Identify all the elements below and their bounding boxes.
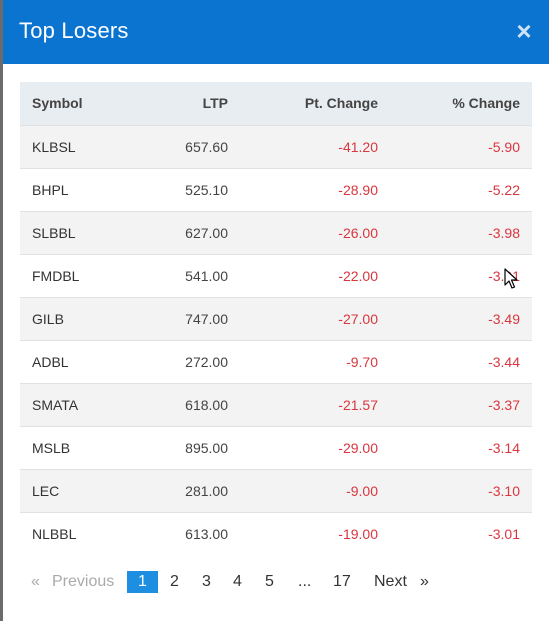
cell-pt-change: -9.70 xyxy=(346,353,378,370)
cell-ltp: 657.60 xyxy=(185,138,228,155)
page-4-button[interactable]: 4 xyxy=(233,573,242,590)
cell-symbol: ADBL xyxy=(32,353,69,370)
page-3-button[interactable]: 3 xyxy=(202,573,211,590)
header-ltp[interactable]: LTP xyxy=(202,95,228,112)
table-row: SLBBL 627.00 -26.00 -3.98 xyxy=(20,211,532,254)
losers-table-container: Symbol LTP Pt. Change % Change KLBSL 657… xyxy=(20,82,532,555)
cell-pct-change: -3.14 xyxy=(488,439,520,456)
cell-pt-change: -21.57 xyxy=(338,396,378,413)
cell-symbol: NLBBL xyxy=(32,525,77,542)
cell-pct-change: -3.49 xyxy=(488,310,520,327)
pagination: « Previous 1 2 3 4 5 ... 17 Next » xyxy=(20,570,532,594)
cell-pt-change: -19.00 xyxy=(338,525,378,542)
previous-button[interactable]: Previous xyxy=(52,573,115,590)
cell-pt-change: -29.00 xyxy=(338,439,378,456)
table-row: KLBSL 657.60 -41.20 -5.90 xyxy=(20,125,532,168)
table-header-row: Symbol LTP Pt. Change % Change xyxy=(20,82,532,125)
header-symbol[interactable]: Symbol xyxy=(32,95,83,112)
page-2-button[interactable]: 2 xyxy=(170,573,179,590)
cell-symbol: KLBSL xyxy=(32,138,76,155)
cell-pt-change: -22.00 xyxy=(338,267,378,284)
cell-ltp: 272.00 xyxy=(185,353,228,370)
cell-pt-change: -9.00 xyxy=(346,482,378,499)
cell-pct-change: -3.44 xyxy=(488,353,520,370)
window-edge xyxy=(0,0,3,621)
cell-pct-change: -3.01 xyxy=(488,525,520,542)
next-button[interactable]: Next xyxy=(374,573,407,590)
table-row: LEC 281.00 -9.00 -3.10 xyxy=(20,469,532,512)
header-pt-change[interactable]: Pt. Change xyxy=(304,95,378,112)
next-arrow-icon: » xyxy=(420,573,429,590)
cell-pt-change: -28.90 xyxy=(338,181,378,198)
header-pct-change[interactable]: % Change xyxy=(452,95,520,112)
cell-symbol: BHPL xyxy=(32,181,69,198)
modal-header: Top Losers × xyxy=(3,0,549,64)
table-row: GILB 747.00 -27.00 -3.49 xyxy=(20,297,532,340)
cell-ltp: 747.00 xyxy=(185,310,228,327)
table-row: BHPL 525.10 -28.90 -5.22 xyxy=(20,168,532,211)
cell-ltp: 525.10 xyxy=(185,181,228,198)
pagination-ellipsis: ... xyxy=(298,573,312,590)
cell-symbol: FMDBL xyxy=(32,267,80,284)
cell-pt-change: -26.00 xyxy=(338,224,378,241)
table-row: FMDBL 541.00 -22.00 -3.91 xyxy=(20,254,532,297)
cell-pt-change: -27.00 xyxy=(338,310,378,327)
page-1-button[interactable]: 1 xyxy=(127,571,158,593)
cell-pct-change: -5.22 xyxy=(488,181,520,198)
cell-symbol: LEC xyxy=(32,482,60,499)
table-row: NLBBL 613.00 -19.00 -3.01 xyxy=(20,512,532,555)
cell-pct-change: -3.37 xyxy=(488,396,520,413)
close-icon[interactable]: × xyxy=(516,16,532,46)
cell-pct-change: -5.90 xyxy=(488,138,520,155)
cell-ltp: 618.00 xyxy=(185,396,228,413)
page-5-button[interactable]: 5 xyxy=(265,573,274,590)
cell-symbol: SLBBL xyxy=(32,224,76,241)
prev-arrow-icon: « xyxy=(31,573,40,590)
cell-pct-change: -3.98 xyxy=(488,224,520,241)
cell-ltp: 541.00 xyxy=(185,267,228,284)
cell-ltp: 627.00 xyxy=(185,224,228,241)
losers-table: Symbol LTP Pt. Change % Change KLBSL 657… xyxy=(20,82,532,555)
cell-symbol: MSLB xyxy=(32,439,71,456)
cell-symbol: SMATA xyxy=(32,396,79,413)
page-17-button[interactable]: 17 xyxy=(333,573,351,590)
table-row: ADBL 272.00 -9.70 -3.44 xyxy=(20,340,532,383)
cell-ltp: 895.00 xyxy=(185,439,228,456)
cell-pt-change: -41.20 xyxy=(338,138,378,155)
mouse-pointer-icon xyxy=(504,268,518,289)
cell-symbol: GILB xyxy=(32,310,64,327)
table-row: SMATA 618.00 -21.57 -3.37 xyxy=(20,383,532,426)
cell-ltp: 281.00 xyxy=(185,482,228,499)
cell-ltp: 613.00 xyxy=(185,525,228,542)
modal-title: Top Losers xyxy=(19,18,129,43)
table-row: MSLB 895.00 -29.00 -3.14 xyxy=(20,426,532,469)
cell-pct-change: -3.10 xyxy=(488,482,520,499)
